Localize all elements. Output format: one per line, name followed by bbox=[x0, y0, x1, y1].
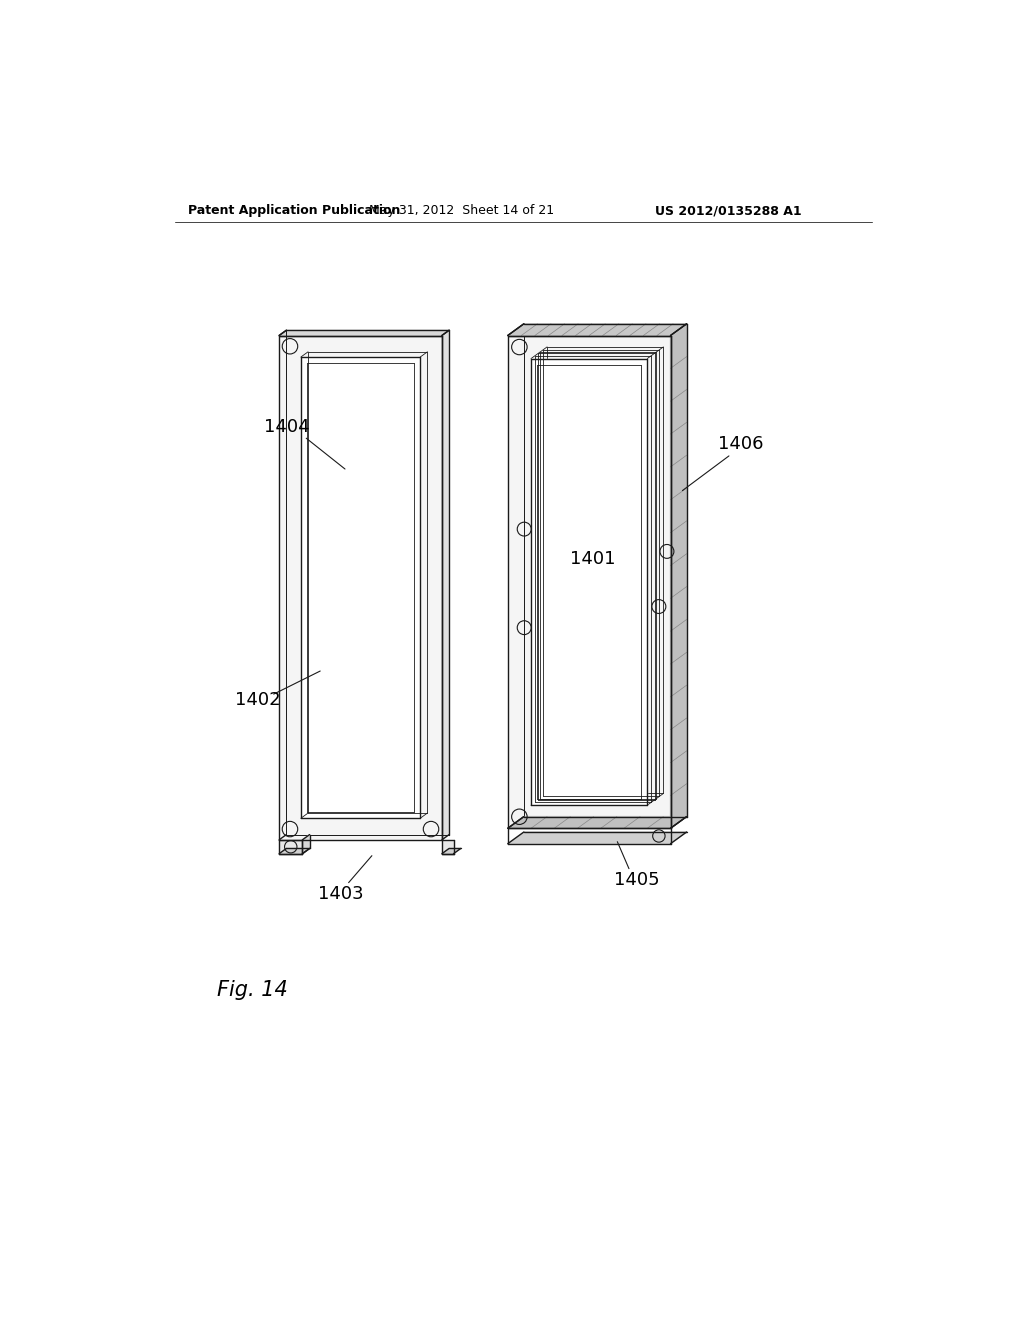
Polygon shape bbox=[531, 359, 647, 805]
Polygon shape bbox=[508, 817, 687, 829]
Text: Fig. 14: Fig. 14 bbox=[217, 979, 288, 1001]
Text: 1406: 1406 bbox=[718, 436, 763, 453]
Text: 1405: 1405 bbox=[614, 871, 659, 890]
Polygon shape bbox=[280, 840, 302, 854]
Polygon shape bbox=[280, 330, 450, 335]
Polygon shape bbox=[442, 330, 450, 840]
Text: US 2012/0135288 A1: US 2012/0135288 A1 bbox=[655, 205, 802, 218]
Polygon shape bbox=[508, 323, 687, 335]
Text: 1402: 1402 bbox=[236, 692, 281, 709]
Polygon shape bbox=[302, 834, 309, 854]
Polygon shape bbox=[524, 323, 687, 817]
Polygon shape bbox=[671, 323, 687, 829]
Text: Patent Application Publication: Patent Application Publication bbox=[188, 205, 400, 218]
Text: 1403: 1403 bbox=[318, 886, 364, 903]
Text: May 31, 2012  Sheet 14 of 21: May 31, 2012 Sheet 14 of 21 bbox=[369, 205, 554, 218]
Text: 1401: 1401 bbox=[570, 550, 615, 568]
Polygon shape bbox=[301, 358, 420, 818]
Text: 1404: 1404 bbox=[264, 417, 309, 436]
Polygon shape bbox=[280, 849, 309, 854]
Polygon shape bbox=[442, 849, 461, 854]
Polygon shape bbox=[508, 832, 687, 843]
Polygon shape bbox=[508, 335, 671, 829]
Polygon shape bbox=[442, 840, 454, 854]
Polygon shape bbox=[280, 335, 442, 840]
